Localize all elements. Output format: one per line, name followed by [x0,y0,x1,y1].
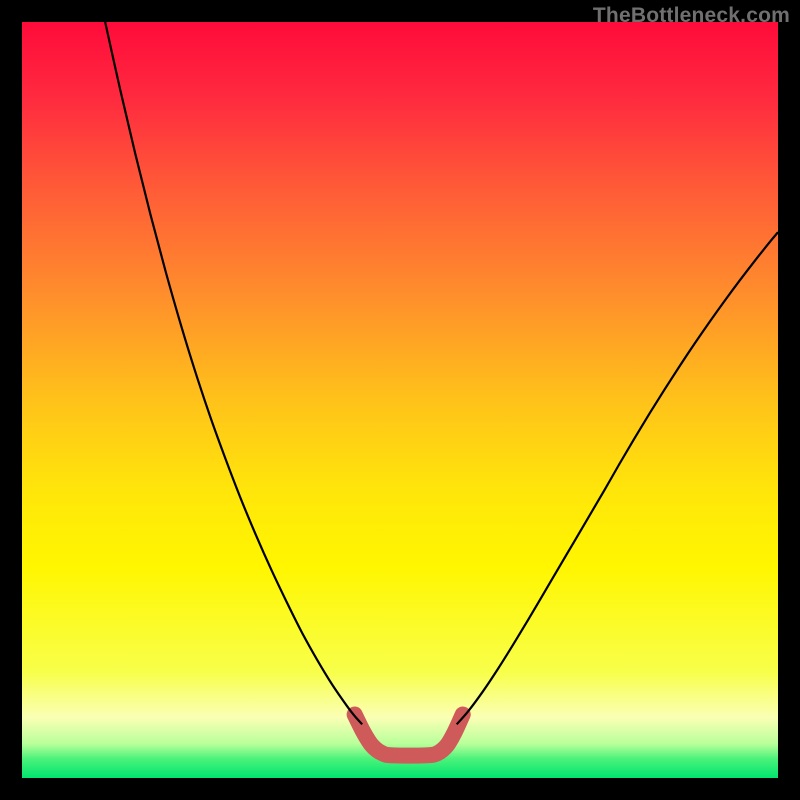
gradient-background [22,22,778,778]
chart-stage: TheBottleneck.com [0,0,800,800]
bottleneck-curve-chart [22,22,778,778]
plot-svg [22,22,778,778]
